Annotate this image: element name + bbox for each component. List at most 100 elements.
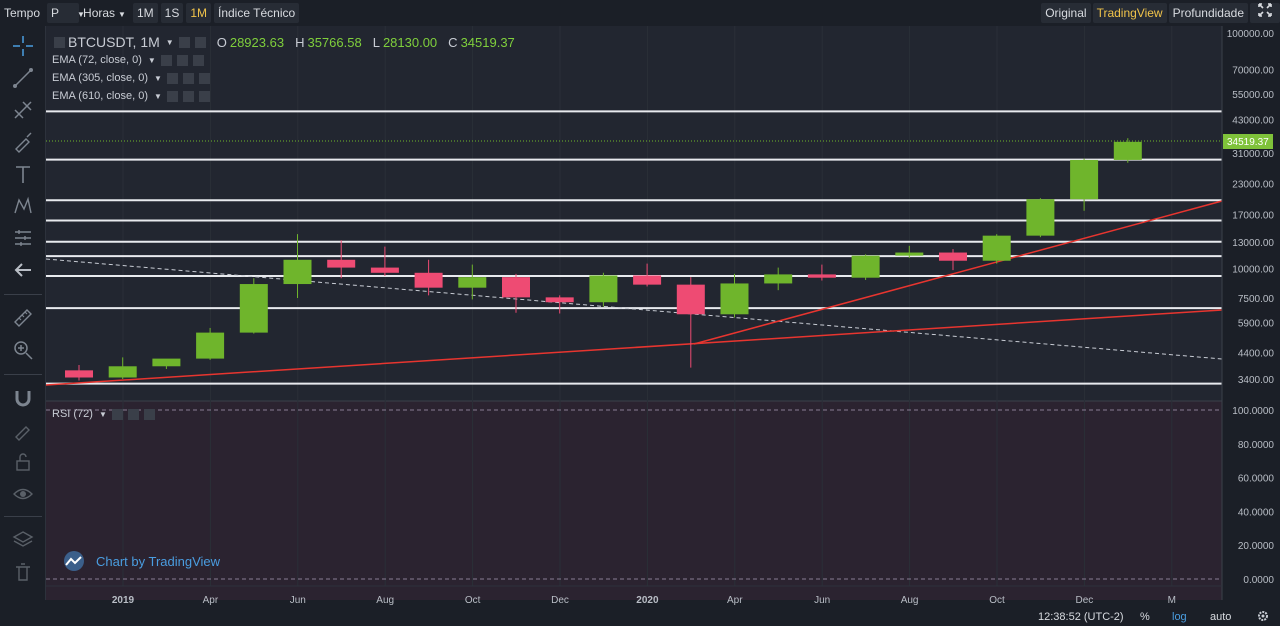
price-tick-label: 5900.00 [1238, 319, 1275, 330]
candle-body [239, 284, 268, 333]
horas-select[interactable]: Horas ▼ [79, 3, 130, 23]
trash-icon[interactable] [8, 558, 38, 586]
rsi-label: RSI (72) [52, 408, 93, 420]
close-value: 34519.37 [460, 34, 515, 50]
view-mode-group: Original TradingView Profundidade [1041, 3, 1280, 23]
ema-72-legend[interactable]: EMA (72, close, 0) ▼ [52, 54, 204, 66]
chevron-down-icon[interactable]: ▼ [154, 73, 162, 83]
settings-icon[interactable] [127, 408, 139, 420]
time-axis-label: Aug [376, 595, 394, 606]
price-tick-label: 13000.00 [1232, 238, 1274, 249]
text-tool-icon[interactable] [8, 160, 38, 188]
back-arrow-icon[interactable] [8, 256, 38, 284]
price-axis[interactable] [1222, 26, 1280, 606]
price-tick-label: 7500.00 [1238, 294, 1275, 305]
time-axis-label: Apr [727, 595, 743, 606]
magnet-icon[interactable] [8, 384, 38, 412]
rsi-tick-label: 60.0000 [1238, 474, 1275, 485]
time-axis-label: Dec [1076, 595, 1094, 606]
log-scale-button[interactable]: log [1172, 611, 1187, 623]
rsi-legend[interactable]: RSI (72) ▼ [52, 408, 155, 420]
fullscreen-icon[interactable] [1250, 3, 1280, 23]
trend-line-icon[interactable] [8, 64, 38, 92]
indicators-button[interactable]: Índice Técnico [214, 3, 300, 23]
price-tick-label: 4400.00 [1238, 349, 1275, 360]
depth-view-button[interactable]: Profundidade [1168, 3, 1248, 23]
layers-icon[interactable] [8, 526, 38, 554]
time-axis-label: M [1168, 595, 1176, 606]
ruler-icon[interactable] [8, 304, 38, 332]
percent-scale-button[interactable]: % [1140, 611, 1150, 623]
crosshair-icon[interactable] [8, 32, 38, 60]
chevron-down-icon[interactable]: ▼ [154, 91, 162, 101]
settings-icon[interactable] [182, 72, 194, 84]
price-tick-label: 17000.00 [1232, 210, 1274, 221]
gear-icon[interactable] [1256, 609, 1270, 626]
price-chart[interactable]: 100000.00 70000.00 55000.00 43000.00 31000.0… [46, 26, 1280, 606]
low-key: L [372, 34, 380, 50]
price-tick-label: 31000.00 [1232, 149, 1274, 160]
chevron-down-icon[interactable]: ▼ [98, 409, 107, 419]
candle-body [676, 284, 705, 315]
tradingview-view-button[interactable]: TradingView [1092, 3, 1167, 23]
candle-body [152, 358, 181, 367]
time-axis-label: Oct [989, 595, 1005, 606]
chevron-down-icon[interactable]: ▼ [147, 55, 156, 65]
price-tick-label: 43000.00 [1232, 115, 1274, 126]
rsi-tick-label: 80.0000 [1238, 440, 1275, 451]
candle-body [982, 235, 1011, 261]
candle-body [589, 275, 618, 303]
candle-body [283, 259, 312, 285]
chevron-down-icon[interactable]: ▼ [165, 37, 174, 47]
close-icon[interactable] [198, 90, 210, 102]
interval-1m-button[interactable]: 1M [132, 3, 158, 23]
ema-72-label: EMA (72, close, 0) [52, 54, 142, 66]
candle-body [370, 267, 399, 273]
collapse-icon[interactable] [54, 36, 65, 48]
time-axis-label: Dec [551, 595, 569, 606]
close-icon[interactable] [192, 54, 204, 66]
interval-1s-button[interactable]: 1S [160, 3, 184, 23]
settings-icon[interactable] [182, 90, 194, 102]
ema-305-legend[interactable]: EMA (305, close, 0) ▼ [52, 72, 210, 84]
time-axis-label: 2020 [636, 595, 659, 606]
close-icon[interactable] [143, 408, 155, 420]
drawing-toolbar [0, 26, 46, 600]
eye-icon[interactable] [111, 408, 123, 420]
candle-body [414, 272, 443, 288]
brush-icon[interactable] [8, 128, 38, 156]
tempo-select[interactable]: P ▼ [47, 3, 85, 23]
chevron-down-icon: ▼ [118, 10, 126, 19]
dashed-trendline [46, 258, 1223, 360]
open-value: 28923.63 [229, 34, 285, 50]
eye-icon[interactable] [166, 72, 178, 84]
price-tick-label: 70000.00 [1232, 65, 1274, 76]
ema-610-legend[interactable]: EMA (610, close, 0) ▼ [52, 90, 210, 102]
interval-1m-selected-button[interactable]: 1M [186, 3, 211, 23]
fib-tool-icon[interactable] [8, 96, 38, 124]
eye-icon[interactable] [166, 90, 178, 102]
rsi-tick-label: 20.0000 [1238, 541, 1275, 552]
hide-icon[interactable] [194, 36, 206, 48]
close-icon[interactable] [198, 72, 210, 84]
settings-icon[interactable] [176, 54, 188, 66]
time-axis-label: Jun [290, 595, 306, 606]
time-axis-label: Jun [814, 595, 830, 606]
prediction-icon[interactable] [8, 224, 38, 252]
tradingview-watermark[interactable]: Chart by TradingView [60, 550, 220, 572]
price-tick-label: 10000.00 [1232, 265, 1274, 276]
eye-icon[interactable] [160, 54, 172, 66]
close-key: C [448, 34, 458, 50]
eye-icon[interactable] [8, 480, 38, 508]
zoom-icon[interactable] [8, 336, 38, 364]
horas-label: Horas [83, 6, 116, 20]
time-axis-label: Oct [465, 595, 481, 606]
original-view-button[interactable]: Original [1041, 3, 1091, 23]
lock-icon[interactable] [8, 448, 38, 476]
auto-scale-button[interactable]: auto [1210, 611, 1232, 623]
lock-drawings-icon[interactable] [8, 416, 38, 444]
candles [65, 138, 1142, 381]
settings-icon[interactable] [178, 36, 190, 48]
main-series-legend[interactable]: BTCUSDT, 1M ▼ O 28923.63 H 35766.58 L 28130.… [52, 34, 515, 50]
pattern-icon[interactable] [8, 192, 38, 220]
